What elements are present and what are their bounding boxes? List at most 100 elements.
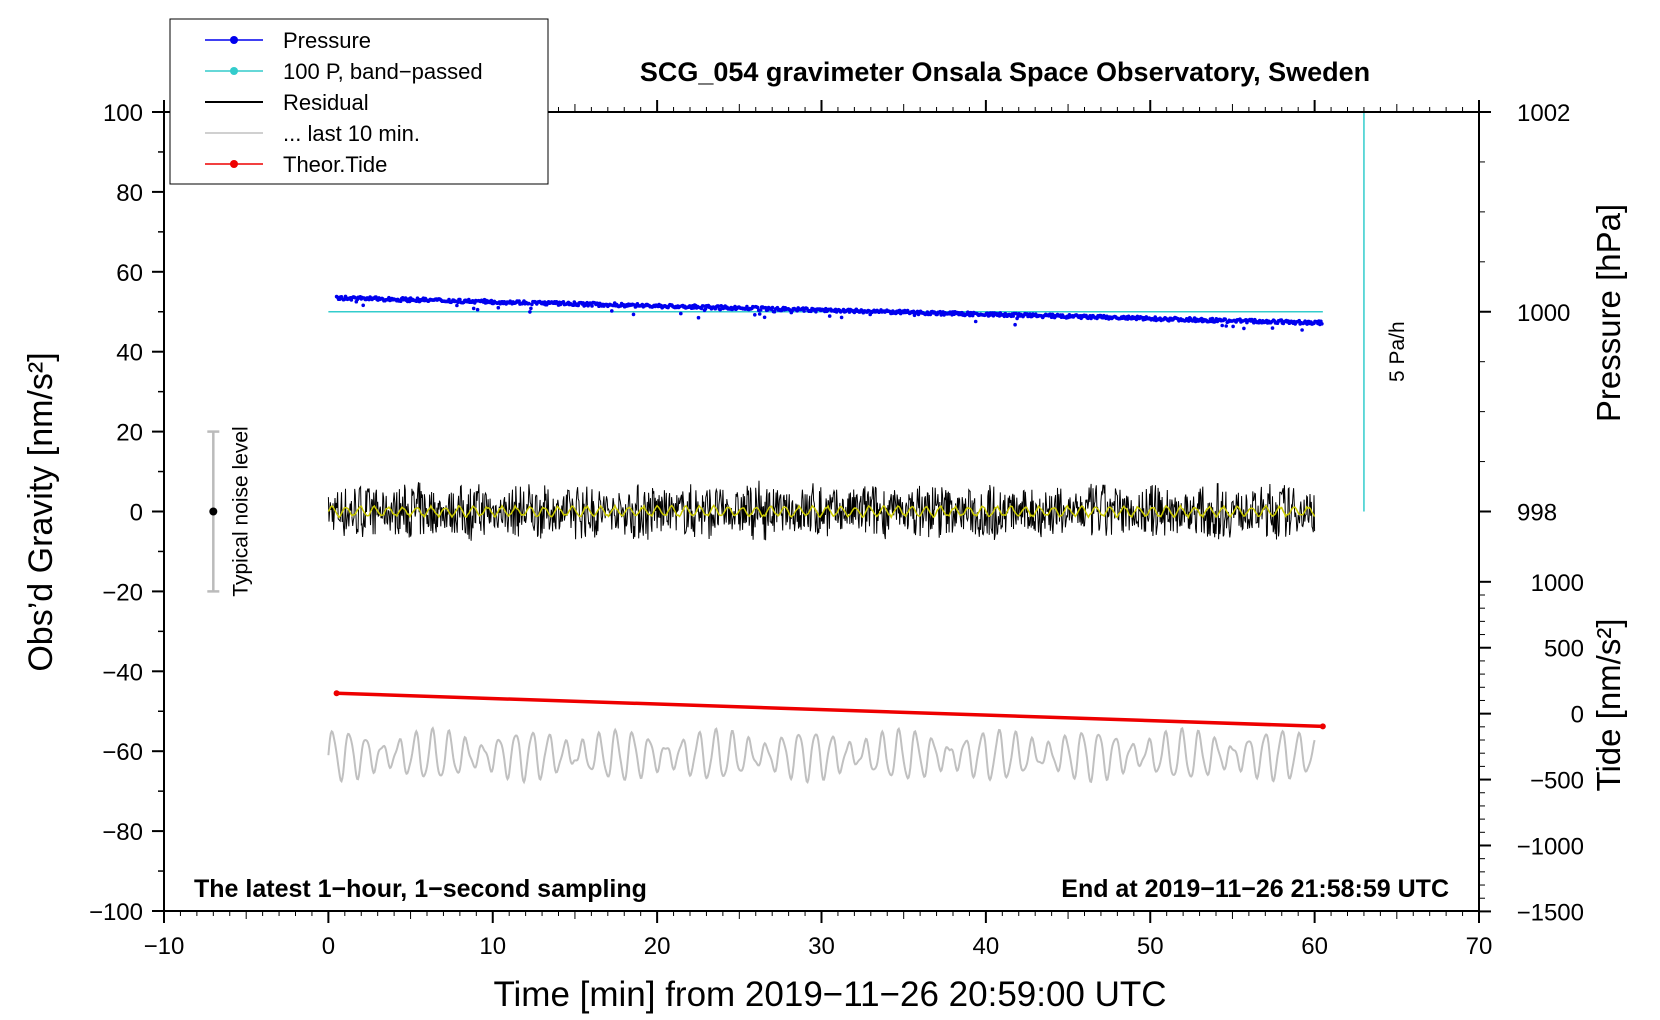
x-tick-label: −10 bbox=[144, 933, 185, 960]
y-tick-label: −40 bbox=[102, 659, 143, 686]
pressure-point bbox=[581, 301, 585, 305]
pressure-point bbox=[691, 306, 696, 310]
y-tick-label: 0 bbox=[130, 500, 143, 527]
tide-tick-label: 0 bbox=[1571, 702, 1584, 729]
y-axis-label-tide: Tide [nm/s²] bbox=[1590, 619, 1627, 792]
legend-entry-label: 100 P, band−passed bbox=[283, 59, 483, 84]
y-tick-label: 20 bbox=[116, 420, 143, 447]
pressure-point bbox=[1300, 328, 1304, 332]
pressure-point bbox=[489, 298, 494, 303]
pressure-point bbox=[1242, 326, 1246, 331]
tide-start-point bbox=[333, 690, 340, 697]
pressure-tick-label: 1002 bbox=[1517, 100, 1570, 127]
pressure-point bbox=[542, 300, 547, 304]
pressure-point bbox=[590, 304, 594, 308]
pressure-point bbox=[471, 306, 476, 311]
pressure-point bbox=[839, 315, 844, 320]
pressure-point bbox=[716, 304, 721, 308]
pressure-point bbox=[517, 299, 521, 303]
pressure-point bbox=[398, 299, 403, 304]
pressure-point bbox=[361, 303, 366, 308]
tide-tick-label: 1000 bbox=[1531, 570, 1584, 597]
pressure-point bbox=[758, 308, 763, 312]
tide-tick-label: −1500 bbox=[1517, 899, 1584, 926]
pressure-point bbox=[527, 301, 531, 306]
y-tick-label: 40 bbox=[116, 340, 143, 367]
pressure-point bbox=[679, 311, 683, 316]
pressure-point bbox=[809, 309, 813, 314]
pressure-point bbox=[455, 303, 459, 308]
x-tick-label: 60 bbox=[1301, 933, 1328, 960]
pressure-point bbox=[770, 305, 775, 310]
pressure-point bbox=[475, 307, 480, 312]
pressure-point bbox=[1224, 324, 1228, 328]
legend-entry-label: ... last 10 min. bbox=[283, 121, 420, 146]
pressure-tick-label: 1000 bbox=[1517, 300, 1570, 327]
x-axis-label: Time [min] from 2019−11−26 20:59:00 UTC bbox=[493, 975, 1166, 1014]
x-tick-label: 10 bbox=[479, 933, 506, 960]
y-tick-label: 80 bbox=[116, 180, 143, 207]
annotation-end-time: End at 2019−11−26 21:58:59 UTC bbox=[1061, 875, 1449, 903]
pressure-point bbox=[938, 309, 942, 314]
series-tide-line bbox=[336, 691, 1323, 729]
y-tick-label: −20 bbox=[102, 579, 143, 606]
pressure-point bbox=[718, 307, 722, 312]
pressure-point bbox=[973, 319, 978, 324]
pressure-point bbox=[610, 309, 614, 313]
legend-swatch-marker bbox=[230, 36, 238, 44]
pressure-point bbox=[762, 315, 767, 320]
pressure-point bbox=[1270, 326, 1275, 330]
pressure-point bbox=[1320, 322, 1324, 326]
pressure-point bbox=[496, 305, 501, 310]
tide-end-point bbox=[1319, 723, 1326, 730]
series-residual-smoothed-line bbox=[327, 503, 1316, 520]
pressure-point bbox=[529, 306, 533, 311]
pressure-point bbox=[458, 297, 462, 302]
legend-swatch-marker bbox=[230, 160, 238, 168]
pressure-point bbox=[928, 312, 933, 317]
legend-entry-label: Theor.Tide bbox=[283, 152, 387, 177]
legend: Pressure 100 P, band−passed Residual ... la… bbox=[169, 18, 549, 185]
scale-bar-label: 5 Pa/h bbox=[1386, 321, 1409, 382]
y-tick-label: −100 bbox=[89, 899, 143, 926]
y-axis-label-pressure: Pressure [hPa] bbox=[1590, 204, 1627, 422]
pressure-point bbox=[696, 315, 701, 320]
pressure-point bbox=[827, 314, 832, 318]
y-tick-label: 60 bbox=[116, 260, 143, 287]
y-tick-label: −80 bbox=[102, 819, 143, 846]
x-tick-label: 30 bbox=[808, 933, 835, 960]
tide-tick-label: −1000 bbox=[1517, 833, 1584, 860]
chart-title: SCG_054 gravimeter Onsala Space Observat… bbox=[640, 57, 1370, 87]
x-tick-label: 0 bbox=[322, 933, 335, 960]
pressure-point bbox=[631, 312, 636, 317]
pressure-point bbox=[1223, 317, 1227, 322]
series-pressure bbox=[334, 294, 1324, 332]
annotation-sampling: The latest 1−hour, 1−second sampling bbox=[194, 875, 647, 903]
series-residual-line bbox=[327, 480, 1316, 541]
y-tick-label: 100 bbox=[103, 100, 143, 127]
legend-entry-label: Residual bbox=[283, 90, 369, 115]
pressure-point bbox=[753, 313, 757, 317]
pressure-point bbox=[1279, 318, 1284, 322]
y-axis-label-gravity: Obs’d Gravity [nm/s²] bbox=[22, 352, 60, 671]
x-tick-label: 50 bbox=[1137, 933, 1164, 960]
pressure-point bbox=[1014, 311, 1018, 316]
pressure-point bbox=[1231, 324, 1235, 329]
pressure-point bbox=[561, 300, 566, 304]
series-last10min-line bbox=[327, 726, 1316, 785]
tide-tick-label: 500 bbox=[1544, 636, 1584, 663]
y-tick-label: −60 bbox=[102, 739, 143, 766]
pressure-point bbox=[757, 312, 762, 316]
pressure-tick-label: 998 bbox=[1517, 500, 1557, 527]
tide-tick-label: −500 bbox=[1530, 768, 1584, 795]
x-tick-label: 20 bbox=[644, 933, 671, 960]
pressure-point bbox=[456, 300, 460, 305]
legend-entry-label: Pressure bbox=[283, 28, 371, 53]
pressure-point bbox=[1220, 323, 1224, 328]
pressure-point bbox=[1210, 316, 1215, 321]
x-tick-label: 70 bbox=[1466, 933, 1493, 960]
pressure-point bbox=[528, 310, 532, 314]
pressure-point bbox=[1013, 322, 1017, 327]
x-tick-label: 40 bbox=[973, 933, 1000, 960]
